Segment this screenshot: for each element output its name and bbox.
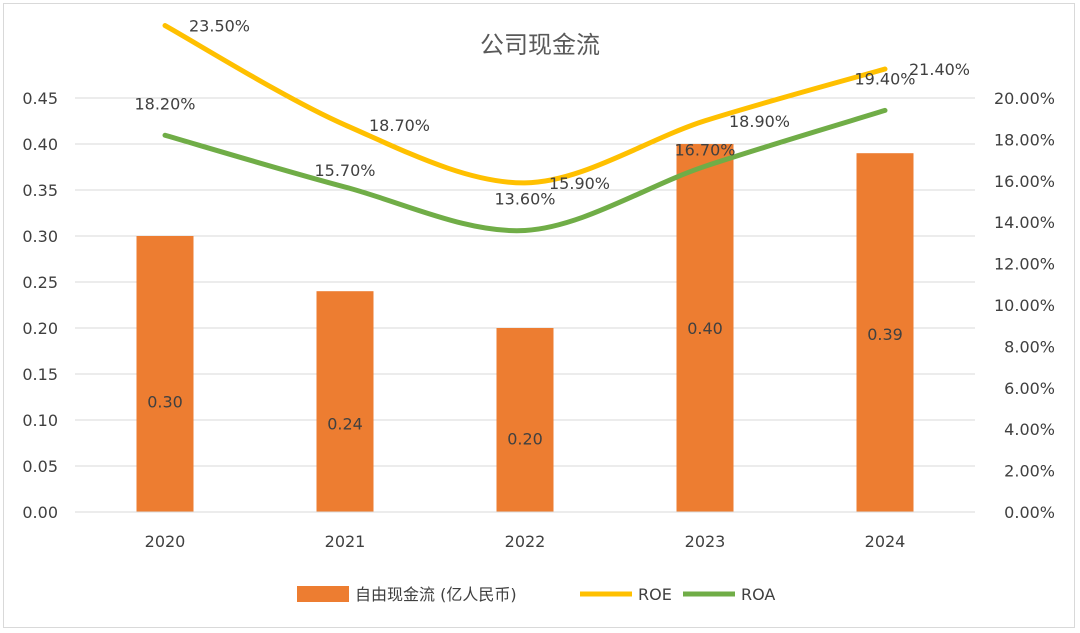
left-axis-tick-label: 0.25 [22,273,58,292]
bar-data-label: 0.40 [687,319,723,338]
right-axis-tick-label: 18.00% [994,130,1055,149]
legend-item-roe[interactable]: ROE [580,585,672,604]
right-axis-tick-label: 2.00% [1004,462,1055,481]
left-axis-tick-label: 0.30 [22,227,58,246]
legend-item-roa[interactable]: ROA [683,585,775,604]
bar [136,236,194,512]
right-axis-tick-label: 4.00% [1004,420,1055,439]
right-axis-tick-label: 12.00% [994,255,1055,274]
bar-data-label: 0.39 [867,325,903,344]
left-axis-tick-label: 0.40 [22,135,58,154]
right-axis-tick-label: 20.00% [994,89,1055,108]
bar [316,291,374,512]
roa-data-label: 13.60% [494,189,555,208]
legend-label: 自由现金流 (亿人民币) [355,585,517,604]
bar-data-label: 0.24 [327,415,363,434]
data-labels: 0.30 0.24 0.20 0.40 0.39 23.50% 18.70% 15.90% 18… [134,17,970,449]
roe-data-label: 18.90% [729,112,790,131]
right-axis-tick-label: 16.00% [994,172,1055,191]
bar [856,153,914,512]
line-roe [162,23,888,186]
right-axis-ticks: 0.00% 2.00% 4.00% 6.00% 8.00% 10.00% 12.00% 14.… [994,89,1055,522]
left-axis-ticks: 0.00 0.05 0.10 0.15 0.20 0.25 0.30 0.35 0.40 0.45 [22,89,58,522]
left-axis-tick-label: 0.35 [22,181,58,200]
x-axis-tick-label: 2024 [865,532,906,551]
left-axis-tick-label: 0.20 [22,319,58,338]
left-axis-tick-label: 0.15 [22,365,58,384]
line-series [162,23,888,234]
x-axis-tick-label: 2021 [325,532,366,551]
legend-label: ROE [638,585,672,604]
bar-data-label: 0.30 [147,393,183,412]
roe-data-label: 21.40% [909,60,970,79]
roe-data-label: 18.70% [369,116,430,135]
roe-data-label: 15.90% [549,174,610,193]
x-axis-tick-label: 2022 [505,532,546,551]
bar-data-label: 0.20 [507,429,543,448]
left-axis-tick-label: 0.05 [22,457,58,476]
legend[interactable]: 自由现金流 (亿人民币) ROE ROA [297,585,775,604]
right-axis-tick-label: 0.00% [1004,503,1055,522]
bar [676,144,734,512]
right-axis-tick-label: 8.00% [1004,337,1055,356]
legend-swatch [297,586,349,602]
x-axis-tick-label: 2023 [685,532,726,551]
left-axis-tick-label: 0.45 [22,89,58,108]
bar [496,328,554,512]
roa-data-label: 15.70% [314,161,375,180]
legend-label: ROA [741,585,775,604]
chart-title: 公司现金流 [480,31,600,59]
right-axis-tick-label: 10.00% [994,296,1055,315]
left-axis-tick-label: 0.00 [22,503,58,522]
roe-data-label: 23.50% [189,17,250,36]
x-axis-tick-label: 2020 [145,532,186,551]
roa-data-label: 16.70% [674,140,735,159]
legend-item-bar[interactable]: 自由现金流 (亿人民币) [297,585,517,604]
roa-data-label: 19.40% [854,69,915,88]
right-axis-tick-label: 6.00% [1004,379,1055,398]
left-axis-tick-label: 0.10 [22,411,58,430]
right-axis-tick-label: 14.00% [994,213,1055,232]
roa-data-label: 18.20% [134,94,195,113]
x-axis-ticks: 2020 2021 2022 2023 2024 [75,511,975,551]
bar-series [136,144,914,512]
line-roa [162,107,888,234]
